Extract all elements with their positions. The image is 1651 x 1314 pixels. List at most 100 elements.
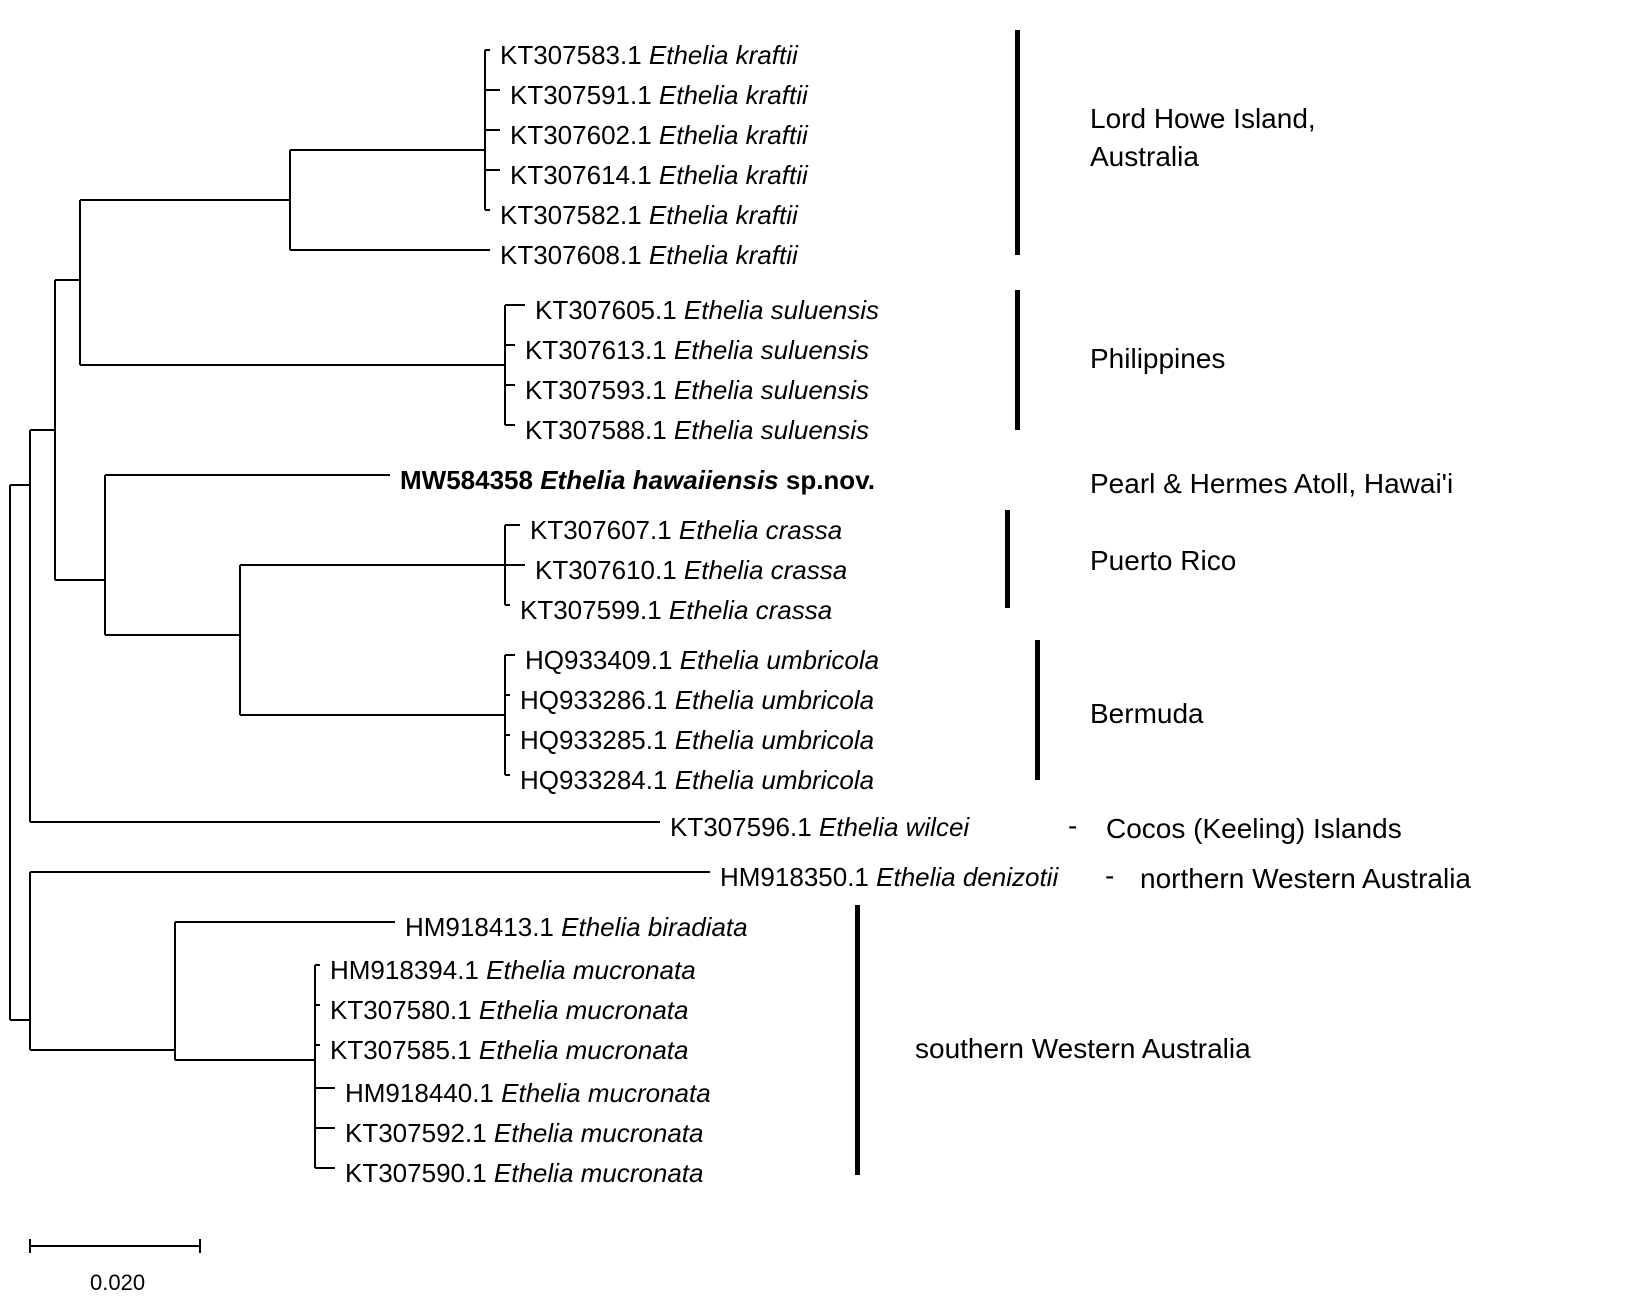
taxon-label: KT307580.1 Ethelia mucronata — [330, 995, 688, 1026]
group-bar — [1015, 290, 1020, 430]
dash-separator: - — [1068, 810, 1077, 842]
group-label: Lord Howe Island,Australia — [1090, 100, 1316, 176]
taxon-label: KT307592.1 Ethelia mucronata — [345, 1118, 703, 1149]
accession: KT307592.1 — [345, 1118, 487, 1148]
accession: KT307590.1 — [345, 1158, 487, 1188]
taxon-label: HM918413.1 Ethelia biradiata — [405, 912, 748, 943]
species-name: Ethelia kraftii — [659, 160, 808, 190]
group-label: Pearl & Hermes Atoll, Hawai'i — [1090, 465, 1453, 503]
accession: KT307613.1 — [525, 335, 667, 365]
species-name: Ethelia suluensis — [674, 375, 869, 405]
scale-label: 0.020 — [90, 1270, 145, 1296]
species-name: Ethelia umbricola — [675, 765, 874, 795]
species-name: Ethelia kraftii — [659, 80, 808, 110]
accession: HQ933286.1 — [520, 685, 667, 715]
species-name: Ethelia crassa — [669, 595, 832, 625]
taxon-label: HM918350.1 Ethelia denizotii — [720, 862, 1058, 893]
taxon-label: HM918394.1 Ethelia mucronata — [330, 955, 696, 986]
accession: HM918440.1 — [345, 1078, 494, 1108]
species-name: Ethelia kraftii — [649, 240, 798, 270]
accession: MW584358 — [400, 465, 533, 495]
group-label: Puerto Rico — [1090, 542, 1236, 580]
taxon-label: KT307583.1 Ethelia kraftii — [500, 40, 798, 71]
taxon-label: KT307608.1 Ethelia kraftii — [500, 240, 798, 271]
taxon-label: HQ933409.1 Ethelia umbricola — [525, 645, 879, 676]
group-label: Philippines — [1090, 340, 1225, 378]
group-label: northern Western Australia — [1140, 860, 1471, 898]
accession: HQ933285.1 — [520, 725, 667, 755]
accession: KT307591.1 — [510, 80, 652, 110]
group-label: Cocos (Keeling) Islands — [1106, 810, 1402, 848]
accession: KT307580.1 — [330, 995, 472, 1025]
taxon-label: HQ933284.1 Ethelia umbricola — [520, 765, 874, 796]
taxon-label: HQ933285.1 Ethelia umbricola — [520, 725, 874, 756]
species-name: Ethelia mucronata — [494, 1158, 704, 1188]
species-name: Ethelia umbricola — [680, 645, 879, 675]
species-name: Ethelia mucronata — [479, 1035, 689, 1065]
species-name: Ethelia mucronata — [501, 1078, 711, 1108]
species-name: Ethelia mucronata — [479, 995, 689, 1025]
taxon-label: KT307591.1 Ethelia kraftii — [510, 80, 808, 111]
taxon-label: HM918440.1 Ethelia mucronata — [345, 1078, 711, 1109]
group-bar — [1005, 510, 1010, 608]
species-name: Ethelia crassa — [679, 515, 842, 545]
species-name: Ethelia kraftii — [649, 200, 798, 230]
accession: KT307593.1 — [525, 375, 667, 405]
accession: KT307607.1 — [530, 515, 672, 545]
scale-tick — [29, 1239, 31, 1253]
group-bar — [1015, 30, 1020, 255]
accession: KT307596.1 — [670, 812, 812, 842]
group-bar — [855, 905, 860, 1175]
taxon-label: MW584358 Ethelia hawaiiensis sp.nov. — [400, 465, 875, 496]
species-name: Ethelia hawaiiensis — [540, 465, 778, 495]
taxon-label: KT307605.1 Ethelia suluensis — [535, 295, 879, 326]
dash-separator: - — [1105, 860, 1114, 892]
species-name: Ethelia suluensis — [684, 295, 879, 325]
accession: KT307602.1 — [510, 120, 652, 150]
accession: KT307599.1 — [520, 595, 662, 625]
accession: KT307608.1 — [500, 240, 642, 270]
accession: KT307582.1 — [500, 200, 642, 230]
accession: HQ933284.1 — [520, 765, 667, 795]
taxon-label: KT307596.1 Ethelia wilcei — [670, 812, 969, 843]
taxon-label: KT307614.1 Ethelia kraftii — [510, 160, 808, 191]
accession: KT307610.1 — [535, 555, 677, 585]
species-name: Ethelia umbricola — [675, 685, 874, 715]
accession: HM918394.1 — [330, 955, 479, 985]
species-name: Ethelia wilcei — [819, 812, 969, 842]
group-label: Bermuda — [1090, 695, 1204, 733]
accession: KT307588.1 — [525, 415, 667, 445]
taxon-label: KT307582.1 Ethelia kraftii — [500, 200, 798, 231]
species-name: Ethelia suluensis — [674, 335, 869, 365]
taxon-label: KT307613.1 Ethelia suluensis — [525, 335, 869, 366]
accession: HQ933409.1 — [525, 645, 672, 675]
species-name: Ethelia kraftii — [659, 120, 808, 150]
accession: HM918413.1 — [405, 912, 554, 942]
species-name: Ethelia crassa — [684, 555, 847, 585]
scale-bar — [30, 1245, 200, 1247]
taxon-label: HQ933286.1 Ethelia umbricola — [520, 685, 874, 716]
taxon-label: KT307588.1 Ethelia suluensis — [525, 415, 869, 446]
group-bar — [1035, 640, 1040, 780]
taxon-label: KT307593.1 Ethelia suluensis — [525, 375, 869, 406]
accession: HM918350.1 — [720, 862, 869, 892]
taxon-label: KT307607.1 Ethelia crassa — [530, 515, 842, 546]
species-name: Ethelia kraftii — [649, 40, 798, 70]
accession: KT307614.1 — [510, 160, 652, 190]
taxon-label: KT307590.1 Ethelia mucronata — [345, 1158, 703, 1189]
species-name: Ethelia suluensis — [674, 415, 869, 445]
accession: KT307585.1 — [330, 1035, 472, 1065]
scale-tick — [199, 1239, 201, 1253]
species-name: Ethelia mucronata — [486, 955, 696, 985]
species-name: Ethelia mucronata — [494, 1118, 704, 1148]
taxon-label: KT307599.1 Ethelia crassa — [520, 595, 832, 626]
species-name: Ethelia denizotii — [876, 862, 1058, 892]
taxon-label: KT307610.1 Ethelia crassa — [535, 555, 847, 586]
accession: KT307583.1 — [500, 40, 642, 70]
group-label: southern Western Australia — [915, 1030, 1251, 1068]
species-name: Ethelia biradiata — [561, 912, 747, 942]
taxon-label: KT307602.1 Ethelia kraftii — [510, 120, 808, 151]
taxon-label: KT307585.1 Ethelia mucronata — [330, 1035, 688, 1066]
species-name: Ethelia umbricola — [675, 725, 874, 755]
sp-nov-suffix: sp.nov. — [779, 465, 875, 495]
